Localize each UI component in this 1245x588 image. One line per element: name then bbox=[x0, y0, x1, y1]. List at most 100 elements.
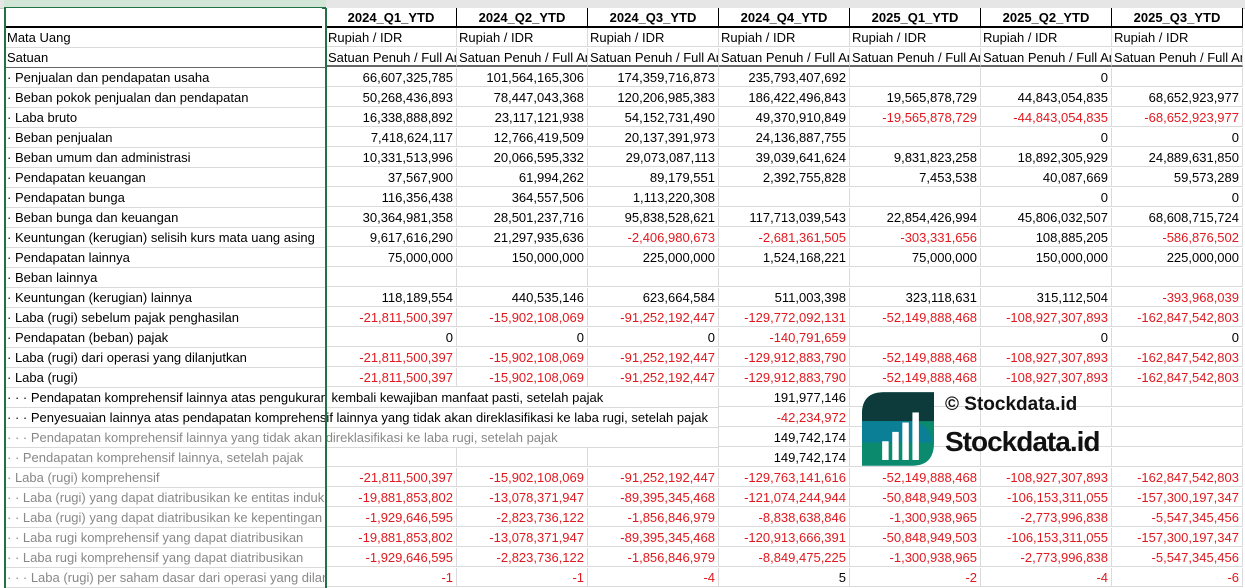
value-cell[interactable]: 511,003,398 bbox=[719, 288, 850, 307]
value-cell[interactable]: 24,136,887,755 bbox=[719, 128, 850, 147]
row-label[interactable]: · · Pendapatan komprehensif lainnya, set… bbox=[4, 448, 326, 468]
column-header[interactable]: 2024_Q3_YTD bbox=[588, 8, 719, 28]
value-cell[interactable] bbox=[588, 268, 719, 287]
row-label[interactable]: · · Laba rugi komprehensif yang dapat di… bbox=[4, 548, 326, 568]
value-cell[interactable]: -19,565,878,729 bbox=[850, 108, 981, 127]
value-cell[interactable]: 68,608,715,724 bbox=[1112, 208, 1243, 227]
value-cell[interactable]: -108,927,307,893 bbox=[981, 368, 1112, 387]
value-cell[interactable]: -108,927,307,893 bbox=[981, 468, 1112, 487]
value-cell[interactable]: -52,149,888,468 bbox=[850, 368, 981, 387]
value-cell[interactable]: -8,838,638,846 bbox=[719, 508, 850, 527]
value-cell[interactable]: -91,252,192,447 bbox=[588, 368, 719, 387]
value-cell[interactable]: 5 bbox=[719, 568, 850, 587]
value-cell[interactable]: -129,912,883,790 bbox=[719, 348, 850, 367]
value-cell[interactable] bbox=[850, 68, 981, 87]
value-cell[interactable]: 0 bbox=[1112, 128, 1243, 147]
value-cell[interactable]: 24,889,631,850 bbox=[1112, 148, 1243, 167]
meta-cell[interactable]: Satuan Penuh / Full Amount bbox=[981, 48, 1112, 67]
value-cell[interactable]: 37,567,900 bbox=[326, 168, 457, 187]
value-cell[interactable]: 12,766,419,509 bbox=[457, 128, 588, 147]
value-cell[interactable]: -8,849,475,225 bbox=[719, 548, 850, 567]
value-cell[interactable] bbox=[1112, 448, 1243, 467]
row-label[interactable]: · · · Pendapatan komprehensif lainnya ya… bbox=[4, 428, 719, 448]
column-header[interactable]: 2025_Q2_YTD bbox=[981, 8, 1112, 28]
value-cell[interactable]: -91,252,192,447 bbox=[588, 348, 719, 367]
row-label[interactable]: · Keuntungan (kerugian) lainnya bbox=[4, 288, 326, 308]
value-cell[interactable]: -68,652,923,977 bbox=[1112, 108, 1243, 127]
value-cell[interactable]: 149,742,174 bbox=[719, 448, 850, 467]
value-cell[interactable]: 323,118,631 bbox=[850, 288, 981, 307]
value-cell[interactable]: 59,573,289 bbox=[1112, 168, 1243, 187]
row-label[interactable]: · Pendapatan lainnya bbox=[4, 248, 326, 268]
value-cell[interactable]: 44,843,054,835 bbox=[981, 88, 1112, 107]
value-cell[interactable]: -1 bbox=[326, 568, 457, 587]
value-cell[interactable]: -21,811,500,397 bbox=[326, 308, 457, 327]
meta-cell[interactable]: Satuan Penuh / Full Amount bbox=[457, 48, 588, 67]
value-cell[interactable]: 7,418,624,117 bbox=[326, 128, 457, 147]
value-cell[interactable]: -50,848,949,503 bbox=[850, 488, 981, 507]
value-cell[interactable]: -19,881,853,802 bbox=[326, 528, 457, 547]
value-cell[interactable] bbox=[850, 268, 981, 287]
value-cell[interactable]: -15,902,108,069 bbox=[457, 368, 588, 387]
row-label[interactable]: · · · Laba (rugi) per saham dasar dari o… bbox=[4, 568, 326, 588]
value-cell[interactable]: -13,078,371,947 bbox=[457, 528, 588, 547]
value-cell[interactable]: -21,811,500,397 bbox=[326, 468, 457, 487]
value-cell[interactable]: 2,392,755,828 bbox=[719, 168, 850, 187]
value-cell[interactable]: -1,929,646,595 bbox=[326, 508, 457, 527]
value-cell[interactable] bbox=[719, 268, 850, 287]
row-label[interactable]: · · · Penyesuaian lainnya atas pendapata… bbox=[4, 408, 719, 428]
value-cell[interactable]: -52,149,888,468 bbox=[850, 348, 981, 367]
value-cell[interactable] bbox=[1112, 408, 1243, 427]
value-cell[interactable]: 78,447,043,368 bbox=[457, 88, 588, 107]
value-cell[interactable] bbox=[981, 268, 1112, 287]
value-cell[interactable]: -303,331,656 bbox=[850, 228, 981, 247]
header-label-cell[interactable] bbox=[4, 8, 322, 28]
value-cell[interactable]: -42,234,972 bbox=[719, 408, 850, 427]
meta-cell[interactable]: Satuan Penuh / Full Amount bbox=[850, 48, 981, 67]
value-cell[interactable]: 89,179,551 bbox=[588, 168, 719, 187]
row-label[interactable]: · Beban pokok penjualan dan pendapatan bbox=[4, 88, 326, 108]
value-cell[interactable]: 20,066,595,332 bbox=[457, 148, 588, 167]
value-cell[interactable]: -2,773,996,838 bbox=[981, 548, 1112, 567]
value-cell[interactable]: 116,356,438 bbox=[326, 188, 457, 207]
value-cell[interactable]: 364,557,506 bbox=[457, 188, 588, 207]
value-cell[interactable]: 623,664,584 bbox=[588, 288, 719, 307]
value-cell[interactable]: -52,149,888,468 bbox=[850, 468, 981, 487]
value-cell[interactable]: -162,847,542,803 bbox=[1112, 348, 1243, 367]
value-cell[interactable]: 1,524,168,221 bbox=[719, 248, 850, 267]
value-cell[interactable]: 16,338,888,892 bbox=[326, 108, 457, 127]
value-cell[interactable]: -106,153,311,055 bbox=[981, 488, 1112, 507]
value-cell[interactable]: -5,547,345,456 bbox=[1112, 548, 1243, 567]
row-label[interactable]: · · Laba (rugi) yang dapat diatribusikan… bbox=[4, 508, 326, 528]
value-cell[interactable]: 23,117,121,938 bbox=[457, 108, 588, 127]
value-cell[interactable]: 49,370,910,849 bbox=[719, 108, 850, 127]
value-cell[interactable]: 1,113,220,308 bbox=[588, 188, 719, 207]
value-cell[interactable]: -1,856,846,979 bbox=[588, 548, 719, 567]
value-cell[interactable]: 191,977,146 bbox=[719, 388, 850, 407]
meta-cell[interactable]: Rupiah / IDR bbox=[719, 28, 850, 47]
value-cell[interactable]: 20,137,391,973 bbox=[588, 128, 719, 147]
value-cell[interactable]: -15,902,108,069 bbox=[457, 468, 588, 487]
value-cell[interactable]: 149,742,174 bbox=[719, 428, 850, 447]
row-label[interactable]: · Beban lainnya bbox=[4, 268, 326, 288]
value-cell[interactable] bbox=[1112, 68, 1243, 87]
value-cell[interactable]: 120,206,985,383 bbox=[588, 88, 719, 107]
value-cell[interactable]: 9,831,823,258 bbox=[850, 148, 981, 167]
value-cell[interactable]: 10,331,513,996 bbox=[326, 148, 457, 167]
value-cell[interactable]: 50,268,436,893 bbox=[326, 88, 457, 107]
value-cell[interactable]: 101,564,165,306 bbox=[457, 68, 588, 87]
row-label[interactable]: · Laba (rugi) sebelum pajak penghasilan bbox=[4, 308, 326, 328]
value-cell[interactable]: -44,843,054,835 bbox=[981, 108, 1112, 127]
value-cell[interactable]: 118,189,554 bbox=[326, 288, 457, 307]
value-cell[interactable] bbox=[981, 408, 1112, 427]
value-cell[interactable]: 225,000,000 bbox=[588, 248, 719, 267]
value-cell[interactable]: 0 bbox=[326, 328, 457, 347]
value-cell[interactable]: 54,152,731,490 bbox=[588, 108, 719, 127]
value-cell[interactable]: 68,652,923,977 bbox=[1112, 88, 1243, 107]
value-cell[interactable]: 28,501,237,716 bbox=[457, 208, 588, 227]
meta-cell[interactable]: Rupiah / IDR bbox=[326, 28, 457, 47]
value-cell[interactable]: 45,806,032,507 bbox=[981, 208, 1112, 227]
row-label[interactable]: · Penjualan dan pendapatan usaha bbox=[4, 68, 326, 88]
value-cell[interactable]: 61,994,262 bbox=[457, 168, 588, 187]
value-cell[interactable] bbox=[981, 428, 1112, 447]
